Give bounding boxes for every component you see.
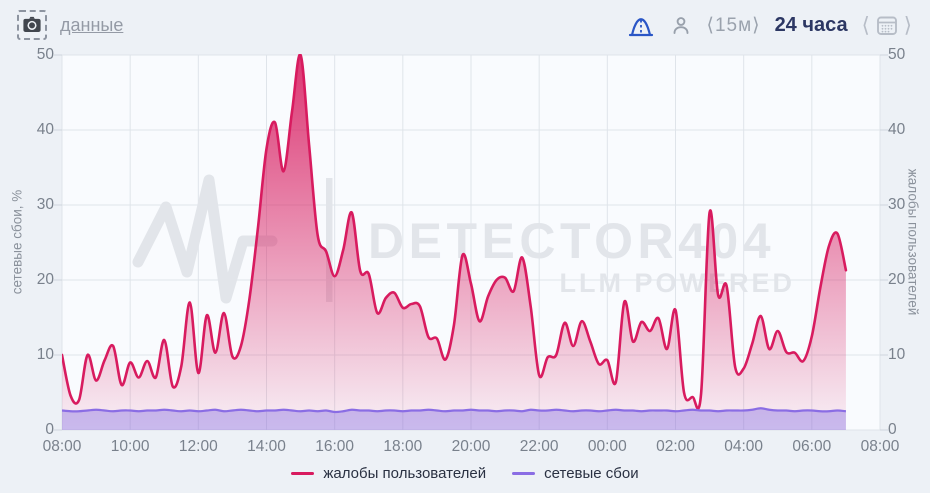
x-axis-tick-label: 18:00 bbox=[383, 438, 423, 455]
y-axis-tick-label: 50 bbox=[36, 46, 54, 63]
x-axis-tick-label: 08:00 bbox=[860, 438, 900, 455]
x-axis-tick-label: 14:00 bbox=[247, 438, 286, 455]
interval-label[interactable]: ⟨15м⟩ bbox=[706, 14, 761, 36]
distribution-icon bbox=[627, 11, 655, 39]
chevron-left-icon[interactable]: ⟨ bbox=[861, 13, 870, 37]
x-axis-tick-label: 16:00 bbox=[315, 438, 355, 455]
y-axis-tick-label: 40 bbox=[888, 121, 906, 138]
y-axis-tick-label: 30 bbox=[36, 196, 54, 213]
y-axis-tick-label: 40 bbox=[36, 121, 54, 138]
x-axis-tick-label: 22:00 bbox=[519, 438, 559, 455]
y-axis-tick-label: 30 bbox=[888, 196, 906, 213]
y-axis-tick-label: 20 bbox=[36, 271, 54, 288]
x-axis-tick-label: 12:00 bbox=[178, 438, 218, 455]
distribution-toggle-button[interactable] bbox=[627, 11, 655, 39]
legend-item[interactable]: жалобы пользователей bbox=[291, 465, 486, 482]
y-axis-tick-label: 10 bbox=[36, 346, 54, 363]
camera-icon bbox=[22, 16, 42, 34]
calendar-button[interactable] bbox=[875, 13, 899, 37]
user-button[interactable] bbox=[669, 13, 693, 37]
x-axis-tick-label: 02:00 bbox=[656, 438, 695, 455]
chevron-right-icon[interactable]: ⟩ bbox=[903, 13, 912, 37]
y-axis-tick-label: 20 bbox=[888, 271, 906, 288]
x-axis-tick-label: 00:00 bbox=[587, 438, 627, 455]
svg-text:DETECTOR404: DETECTOR404 bbox=[368, 213, 775, 269]
y-axis-tick-label: 50 bbox=[888, 46, 906, 63]
y-axis-tick-label: 0 bbox=[888, 421, 897, 438]
user-icon bbox=[669, 13, 693, 37]
right-axis-title: жалобы пользователей bbox=[905, 168, 921, 316]
x-axis-tick-label: 08:00 bbox=[42, 438, 82, 455]
chart-legend: жалобы пользователей сетевые сбои bbox=[0, 465, 930, 482]
time-range-label[interactable]: 24 часа bbox=[774, 13, 848, 36]
legend-label: сетевые сбои bbox=[544, 465, 639, 482]
screenshot-button[interactable] bbox=[17, 10, 47, 40]
x-axis-tick-label: 06:00 bbox=[792, 438, 832, 455]
legend-label: жалобы пользователей bbox=[323, 465, 487, 482]
watermark: DETECTOR404 LLM POWERED bbox=[132, 174, 796, 304]
x-axis-tick-label: 04:00 bbox=[724, 438, 764, 455]
legend-item[interactable]: сетевые сбои bbox=[512, 465, 639, 482]
calendar-icon bbox=[875, 13, 899, 37]
y-axis-tick-label: 0 bbox=[45, 421, 54, 438]
y-axis-tick-label: 10 bbox=[888, 346, 906, 363]
legend-swatch bbox=[512, 471, 536, 476]
x-axis-tick-label: 10:00 bbox=[110, 438, 150, 455]
svg-text:LLM POWERED: LLM POWERED bbox=[560, 268, 796, 298]
legend-swatch bbox=[291, 471, 315, 476]
data-link[interactable]: данные bbox=[60, 15, 124, 35]
x-axis-tick-label: 20:00 bbox=[451, 438, 491, 455]
